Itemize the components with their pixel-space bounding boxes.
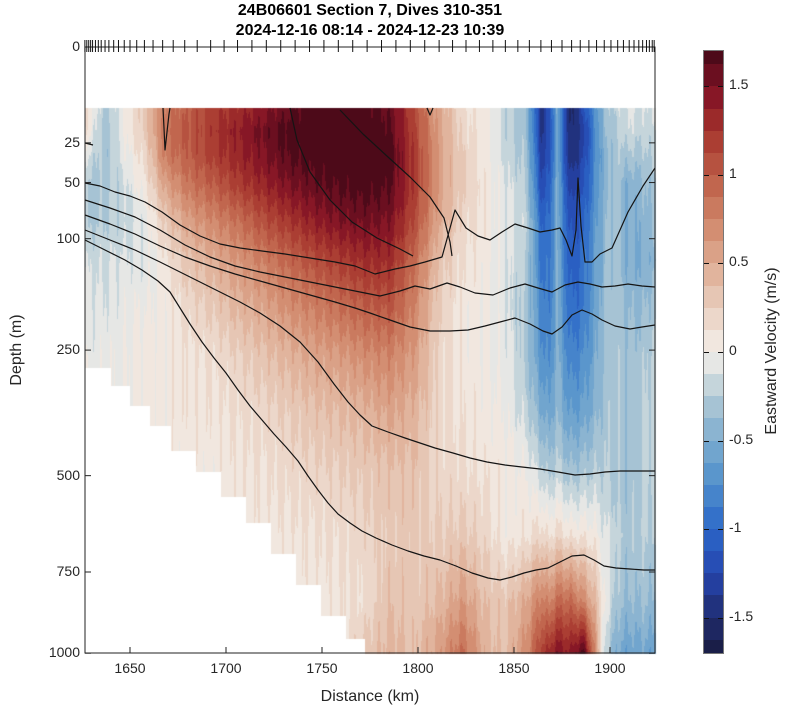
colorbar-tick: [718, 529, 723, 531]
colorbar-tick-label: 0: [729, 342, 737, 358]
colorbar-segment: [704, 64, 723, 87]
plot-subtitle: 2024-12-16 08:14 - 2024-12-23 10:39: [235, 22, 505, 39]
colorbar-tick-label: 1.5: [729, 76, 749, 93]
y-tick-label: 500: [56, 466, 80, 483]
y-tick-label: 100: [56, 229, 80, 246]
colorbar-segment: [704, 352, 723, 375]
x-tick-label: 1850: [498, 660, 530, 676]
colorbar-tick-label: -1.5: [729, 607, 754, 624]
colorbar-tick: [704, 617, 709, 619]
colorbar-tick-label: -1: [729, 519, 742, 536]
colorbar-tick: [718, 440, 723, 442]
colorbar-segment: [704, 462, 723, 486]
colorbar-segment: [704, 484, 723, 508]
colorbar-segment: [704, 108, 723, 132]
y-axis-label: Depth (m): [8, 314, 25, 386]
x-tick-label: 1800: [402, 660, 434, 676]
colorbar-segment: [704, 529, 723, 552]
colorbar-tick: [704, 263, 709, 265]
colorbar-tick: [704, 174, 709, 176]
colorbar-tick: [718, 617, 723, 619]
colorbar-segment: [704, 197, 723, 220]
colorbar-segment: [704, 374, 723, 397]
colorbar-segment: [704, 285, 723, 309]
colorbar-segment: [704, 440, 723, 464]
colorbar-segment: [704, 130, 723, 154]
y-tick-label: 750: [56, 562, 80, 579]
y-tick-label: 0: [72, 38, 80, 54]
x-tick-label: 1750: [306, 660, 338, 676]
colorbar-tick: [718, 174, 723, 176]
colorbar-tick: [718, 86, 723, 88]
x-axis-label: Distance (km): [320, 688, 420, 705]
colorbar-tick: [704, 440, 709, 442]
colorbar-tick: [718, 263, 723, 265]
colorbar: [703, 50, 724, 654]
colorbar-segment: [704, 307, 723, 331]
colorbar-segment: [704, 152, 723, 176]
colorbar-segment: [704, 639, 723, 654]
plot-title: 24B06601 Section 7, Dives 310-351: [237, 2, 503, 19]
y-tick-label: 25: [64, 133, 80, 150]
colorbar-tick: [704, 352, 709, 353]
colorbar-segment: [704, 506, 723, 530]
colorbar-segment: [704, 573, 723, 596]
colorbar-segment: [704, 263, 723, 287]
colorbar-segment: [704, 174, 723, 198]
colorbar-segment: [704, 86, 723, 110]
y-tick-label: 250: [56, 341, 80, 358]
colorbar-segment: [704, 595, 723, 619]
x-tick-label: 1700: [210, 660, 242, 676]
colorbar-segment: [704, 329, 723, 353]
colorbar-segment: [704, 396, 723, 419]
colorbar-segment: [704, 241, 723, 264]
colorbar-tick: [718, 352, 723, 353]
y-tick-label: 1000: [48, 644, 80, 661]
colorbar-segment: [704, 418, 723, 442]
y-tick-label: 50: [64, 173, 80, 190]
x-tick-label: 1650: [114, 660, 146, 676]
colorbar-tick: [704, 86, 709, 88]
colorbar-tick-label: 0.5: [729, 253, 749, 270]
colorbar-segment: [704, 551, 723, 574]
colorbar-tick-label: -0.5: [729, 430, 754, 447]
colorbar-tick-label: 1: [729, 164, 737, 181]
x-tick-label: 1900: [594, 660, 626, 676]
colorbar-tick: [704, 529, 709, 531]
colorbar-segment: [704, 219, 723, 242]
colorbar-segment: [704, 51, 723, 65]
colorbar-segment: [704, 617, 723, 641]
